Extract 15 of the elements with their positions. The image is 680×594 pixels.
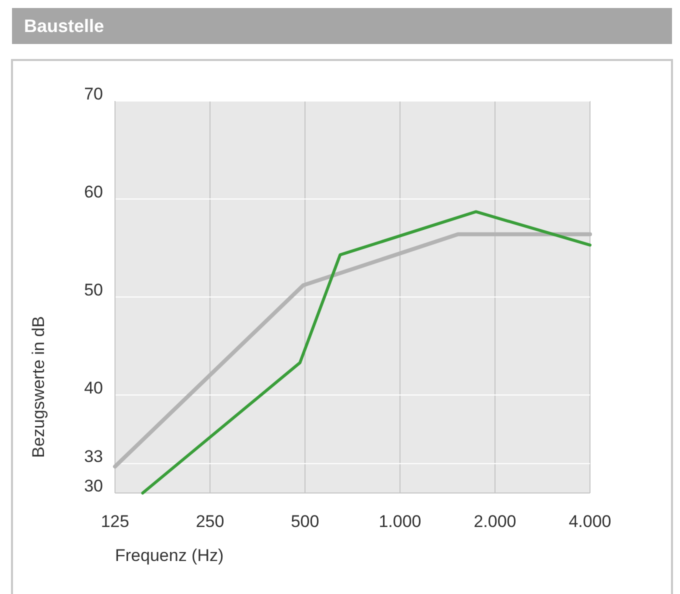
y-tick-label: 40: [84, 378, 103, 398]
x-tick-label: 2.000: [474, 512, 516, 531]
x-tick-label: 500: [290, 512, 320, 531]
x-tick-label: 4.000: [568, 512, 612, 531]
x-axis-title: Frequenz (Hz): [115, 546, 224, 565]
y-tick-label: 70: [84, 84, 103, 104]
chart-title: Baustelle: [24, 16, 104, 36]
x-tick-label: 125: [100, 512, 130, 531]
x-tick-label: 250: [196, 512, 224, 531]
y-tick-label: 30: [84, 476, 103, 496]
y-tick-label: 33: [84, 446, 103, 466]
y-tick-label: 50: [84, 280, 103, 300]
x-tick-label: 1.000: [378, 512, 422, 531]
y-tick-label: 60: [84, 182, 103, 202]
y-axis-title: Bezugswerte in dB: [29, 316, 48, 458]
